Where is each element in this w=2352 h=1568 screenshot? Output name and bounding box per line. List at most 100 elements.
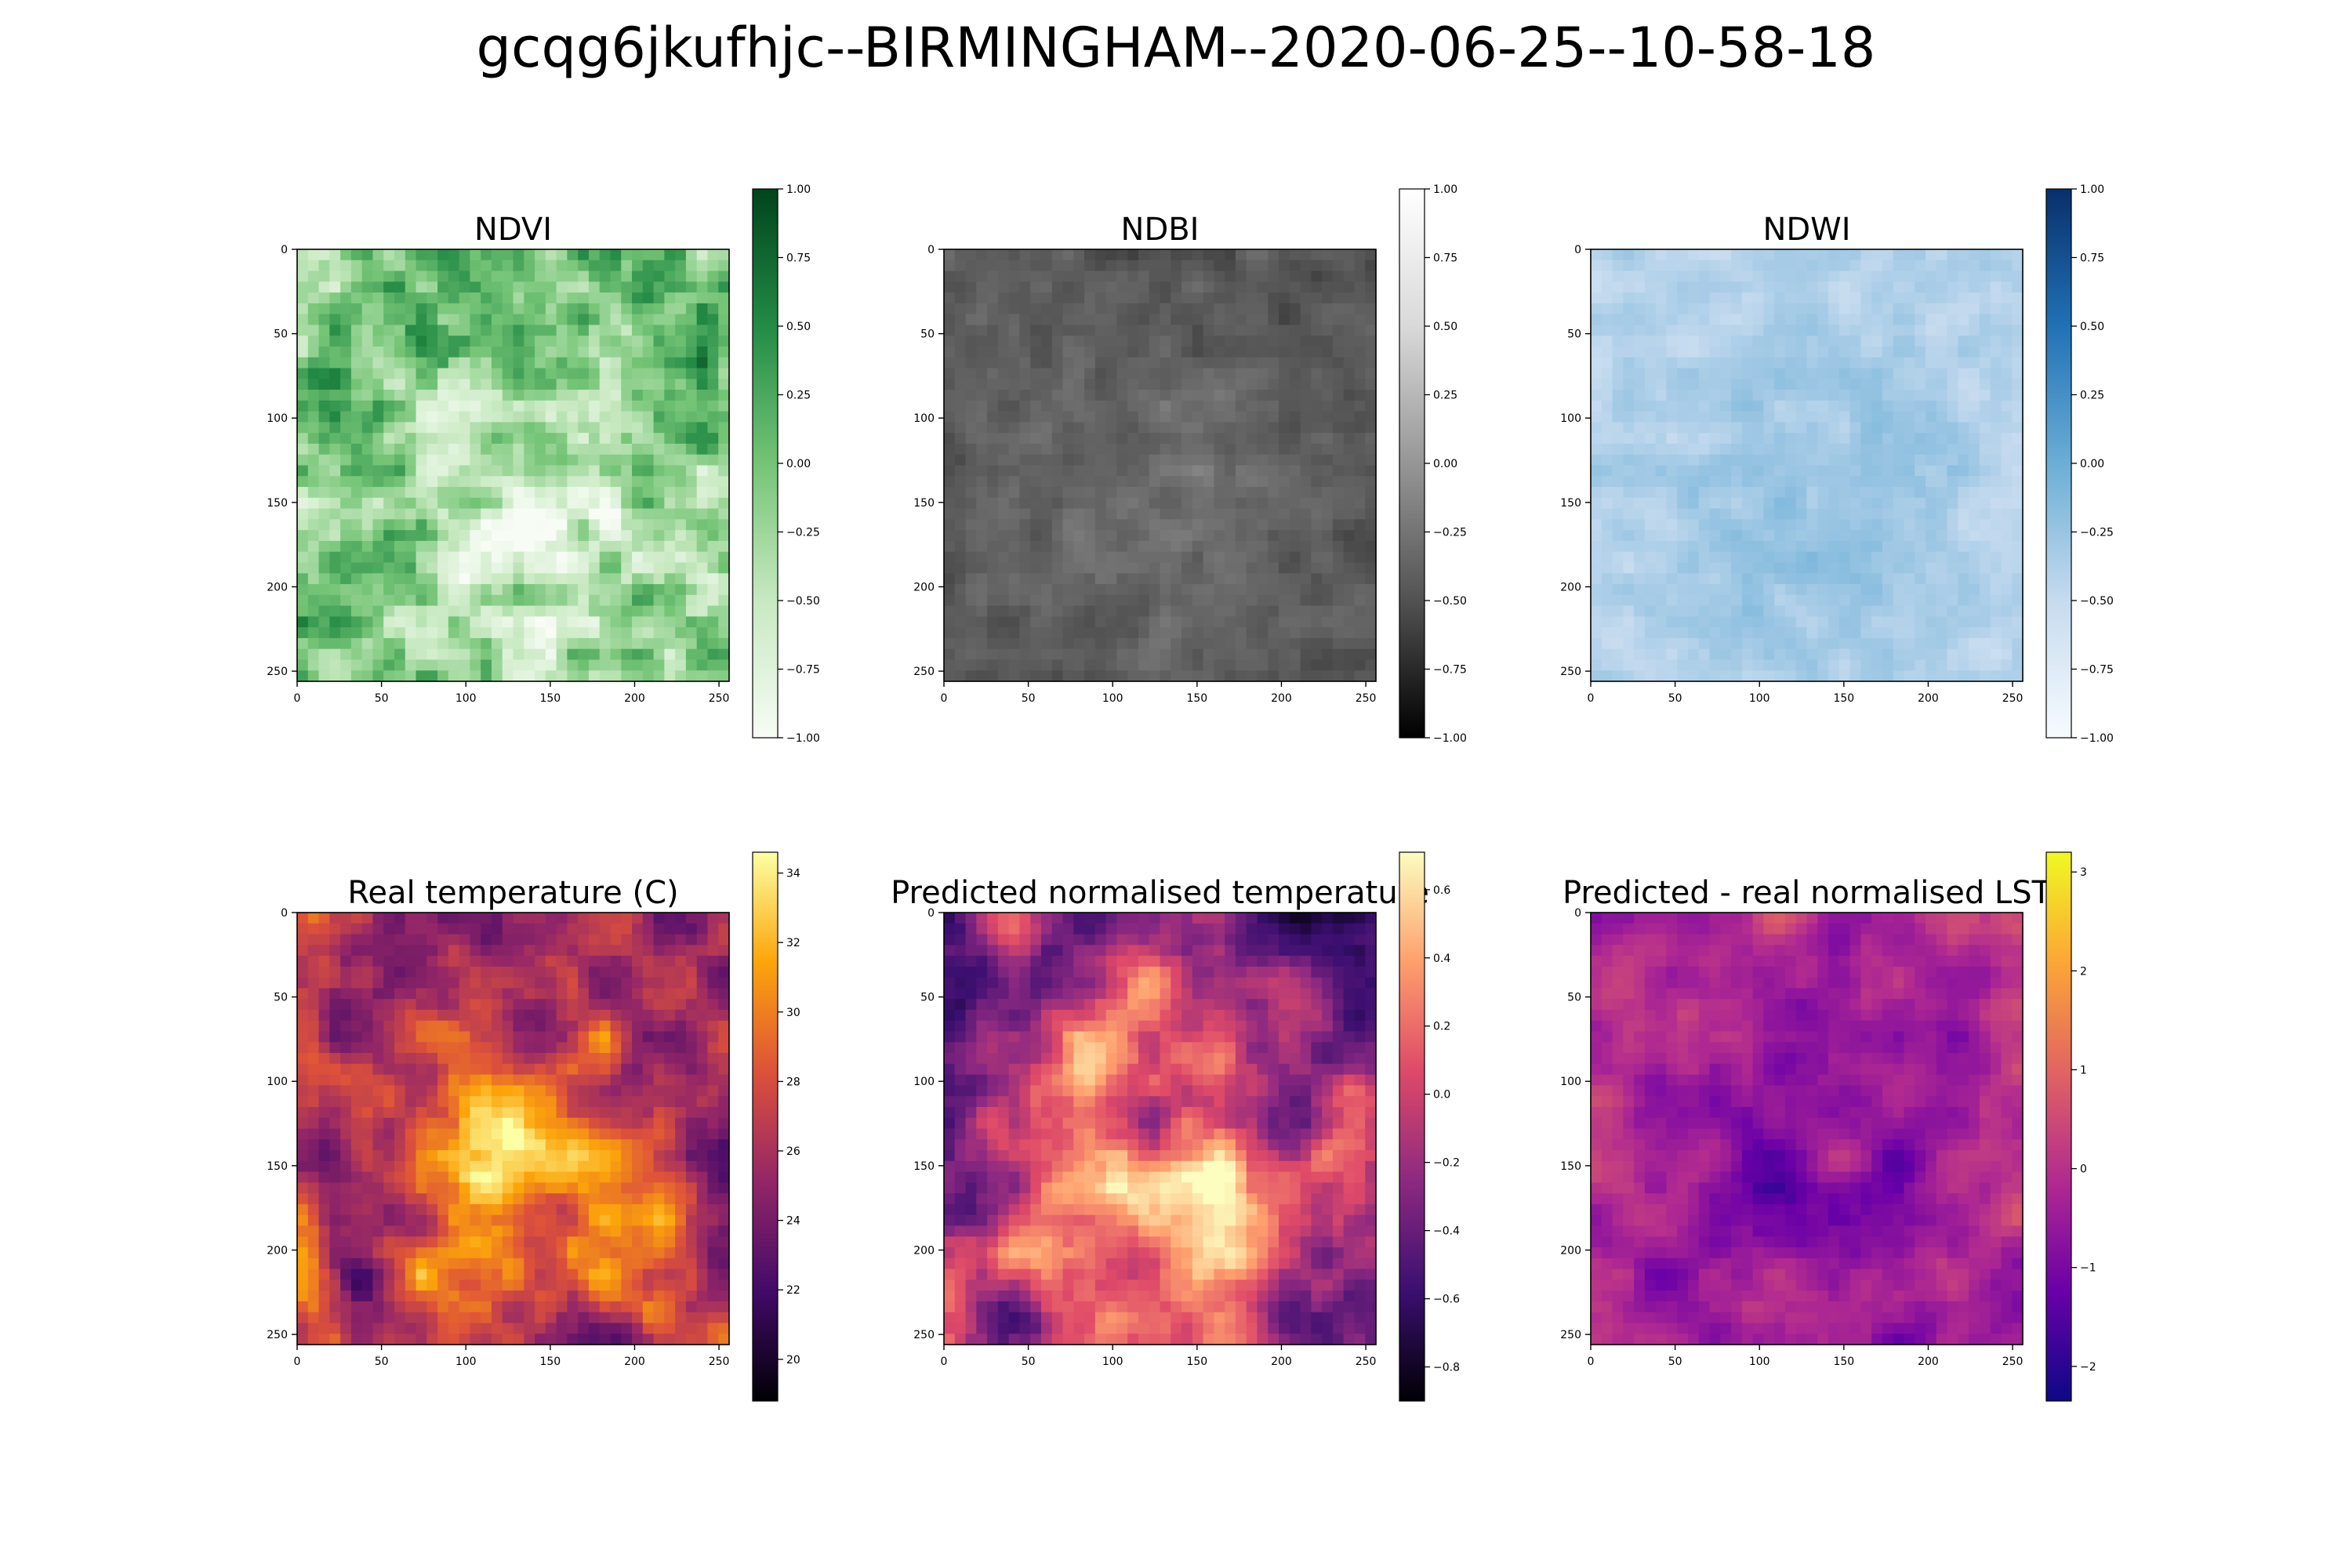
y-tick-label: 150 — [267, 497, 288, 510]
colorbar-tick-label: 2 — [2080, 965, 2087, 978]
panel-4: 0 50 100 150 200 250 0 50 100 150 200 250 Predicted … — [891, 851, 1460, 1402]
colorbar-tick-label: 0.50 — [2080, 321, 2104, 333]
colorbar-tick-label: 20 — [786, 1354, 800, 1367]
y-tick-label: 200 — [1560, 1244, 1581, 1257]
colorbar-tick-label: 0.75 — [2080, 252, 2104, 265]
y-tick-label: 100 — [1560, 1076, 1581, 1088]
panel-0: 0 50 100 150 200 250 0 50 100 150 200 250 NDVI 1.00 0.… — [267, 183, 820, 745]
axes-frame — [296, 249, 730, 682]
panel-title: NDVI — [474, 212, 552, 248]
colorbar — [1399, 851, 1425, 1402]
y-tick-label: 100 — [913, 412, 935, 425]
colorbar-tick-label: 0.75 — [786, 252, 811, 265]
y-tick-label: 200 — [913, 1244, 935, 1257]
x-tick-label: 100 — [456, 1356, 477, 1368]
x-tick-label: 150 — [1186, 1356, 1207, 1368]
y-tick-label: 0 — [927, 244, 935, 256]
y-tick-label: 150 — [913, 497, 935, 510]
x-tick-label: 50 — [375, 1356, 389, 1368]
heatmap-cells — [297, 249, 730, 682]
colorbar-tick-label: 32 — [786, 937, 800, 949]
y-tick-label: 100 — [1560, 412, 1581, 425]
panel-title: Predicted normalised temperature — [891, 875, 1429, 911]
x-tick-label: 50 — [1668, 1356, 1682, 1368]
colorbar-tick-label: 26 — [786, 1145, 800, 1158]
heatmap-cells — [944, 913, 1377, 1345]
colorbar-tick-label: −1.00 — [2080, 732, 2114, 745]
panel-1: 0 50 100 150 200 250 0 50 100 150 200 250 NDBI 1.00 0.… — [913, 183, 1467, 745]
x-tick-label: 200 — [1918, 1356, 1939, 1368]
colorbar-tick-label: 1.00 — [1433, 183, 1457, 196]
colorbar-tick-label: −0.75 — [786, 664, 820, 677]
colorbar-tick-label: 0.50 — [786, 321, 811, 333]
y-tick-label: 50 — [920, 992, 935, 1004]
x-tick-label: 250 — [709, 1356, 730, 1368]
y-tick-label: 50 — [1567, 992, 1581, 1004]
colorbar-tick-label: 1.00 — [786, 183, 811, 196]
y-tick-label: 250 — [267, 666, 288, 678]
colorbar-tick-label: 0.75 — [1433, 252, 1457, 265]
y-tick-label: 200 — [1560, 581, 1581, 593]
x-tick-label: 0 — [941, 692, 948, 705]
x-tick-label: 150 — [1186, 692, 1207, 705]
colorbar-tick-label: 0 — [2080, 1163, 2087, 1176]
axes-frame — [1590, 249, 2024, 682]
colorbar-tick-label: 0.6 — [1433, 884, 1450, 897]
colorbar-tick-label: 22 — [786, 1284, 800, 1297]
y-tick-label: 100 — [913, 1076, 935, 1088]
x-tick-label: 250 — [1356, 692, 1377, 705]
colorbar-tick-label: 0.00 — [1433, 458, 1457, 470]
y-tick-label: 200 — [267, 1244, 288, 1257]
heatmap-cells — [944, 249, 1377, 682]
y-tick-label: 250 — [913, 1329, 935, 1341]
y-tick-label: 50 — [274, 992, 288, 1004]
colorbar-tick-label: 0.4 — [1433, 953, 1450, 965]
colorbar-tick-label: −1 — [2080, 1262, 2096, 1275]
colorbar-tick-label: −0.75 — [1433, 664, 1467, 677]
x-tick-label: 100 — [1749, 692, 1770, 705]
y-tick-label: 0 — [927, 907, 935, 920]
x-tick-label: 100 — [1102, 1356, 1123, 1368]
colorbar-tick-label: −0.8 — [1433, 1362, 1460, 1374]
colorbar-tick-label: 0.0 — [1433, 1089, 1450, 1102]
y-tick-label: 250 — [913, 666, 935, 678]
x-tick-label: 0 — [941, 1356, 948, 1368]
y-tick-label: 250 — [267, 1329, 288, 1341]
colorbar-tick-label: −0.6 — [1433, 1294, 1460, 1306]
panel-title: NDBI — [1121, 212, 1200, 248]
heatmap-cells — [297, 913, 730, 1345]
y-tick-label: 150 — [1560, 497, 1581, 510]
colorbar-tick-label: 34 — [786, 868, 800, 880]
heatmap-cells — [1591, 913, 2024, 1345]
panel-title: Predicted - real normalised LST — [1563, 875, 2052, 911]
colorbar-tick-label: 0.2 — [1433, 1021, 1450, 1033]
x-tick-label: 250 — [2002, 692, 2024, 705]
y-tick-label: 250 — [1560, 666, 1581, 678]
x-tick-label: 50 — [1022, 692, 1036, 705]
colorbar-tick-label: −0.50 — [2080, 595, 2114, 608]
x-tick-label: 150 — [1833, 692, 1854, 705]
colorbar-tick-label: 0.25 — [786, 390, 811, 402]
y-tick-label: 100 — [267, 1076, 288, 1088]
y-tick-label: 50 — [274, 328, 288, 341]
colorbar-tick-label: 0.00 — [786, 458, 811, 470]
colorbar-tick-label: −0.2 — [1433, 1157, 1460, 1170]
x-tick-label: 150 — [1833, 1356, 1854, 1368]
panel-3: 0 50 100 150 200 250 0 50 100 150 200 250 Real tempe… — [267, 851, 800, 1402]
colorbar-tick-label: 28 — [786, 1076, 800, 1088]
y-tick-label: 0 — [1574, 244, 1581, 256]
axes-frame — [943, 912, 1377, 1345]
colorbar-tick-label: 1 — [2080, 1064, 2087, 1076]
colorbar-tick-label: 24 — [786, 1215, 800, 1228]
colorbar-tick-label: −0.75 — [2080, 664, 2114, 677]
colorbar-tick-label: −0.4 — [1433, 1225, 1460, 1238]
colorbar-tick-label: −1.00 — [786, 732, 820, 745]
y-tick-label: 50 — [1567, 328, 1581, 341]
x-tick-label: 50 — [1668, 692, 1682, 705]
x-tick-label: 200 — [1918, 692, 1939, 705]
panel-title: Real temperature (C) — [347, 875, 678, 911]
y-tick-label: 150 — [913, 1160, 935, 1173]
x-tick-label: 150 — [539, 1356, 561, 1368]
colorbar-tick-label: −2 — [2080, 1361, 2096, 1374]
